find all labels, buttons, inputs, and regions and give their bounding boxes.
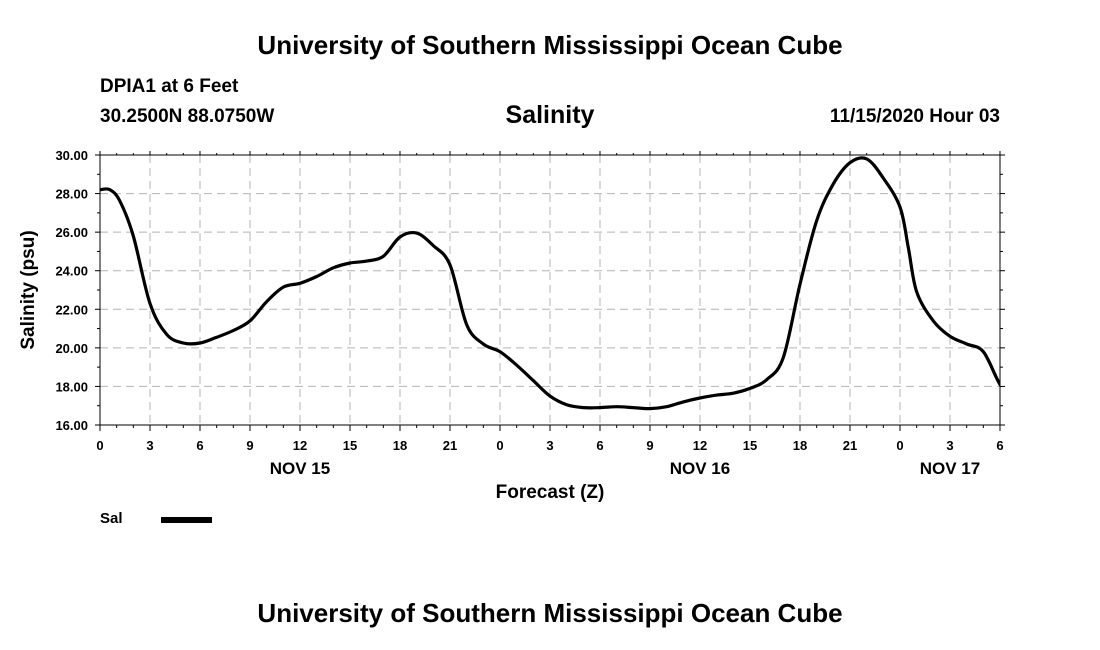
- x-tick-label: 0: [96, 438, 103, 453]
- x-tick-label: 0: [496, 438, 503, 453]
- x-tick-label: 0: [896, 438, 903, 453]
- y-tick-label: 22.00: [55, 302, 88, 317]
- series-layer: [100, 156, 1000, 411]
- x-date-label: NOV 16: [670, 459, 730, 478]
- series-line-sal: [100, 156, 1000, 411]
- x-tick-label: 3: [946, 438, 953, 453]
- x-tick-label: 21: [843, 438, 857, 453]
- chart-header-title: University of Southern Mississippi Ocean…: [257, 30, 843, 60]
- forecast-datetime: 11/15/2020 Hour 03: [829, 106, 1000, 127]
- x-date-label: NOV 15: [270, 459, 330, 478]
- x-tick-label: 9: [246, 438, 253, 453]
- x-tick-label: 3: [546, 438, 553, 453]
- x-tick-label: 18: [393, 438, 407, 453]
- y-axis-label: Salinity (psu): [18, 230, 39, 349]
- y-tick-label: 16.00: [55, 418, 88, 433]
- x-tick-label: 6: [996, 438, 1003, 453]
- x-tick-label: 21: [443, 438, 457, 453]
- grid-layer: [100, 155, 1000, 425]
- y-tick-label: 20.00: [55, 341, 88, 356]
- y-tick-label: 18.00: [55, 379, 88, 394]
- x-tick-label: 15: [343, 438, 357, 453]
- legend-swatch: [161, 517, 212, 523]
- y-tick-label: 26.00: [55, 225, 88, 240]
- x-tick-label: 12: [693, 438, 707, 453]
- axis-layer: [95, 151, 1005, 431]
- x-tick-label: 9: [646, 438, 653, 453]
- tick-label-layer: 16.00 18.00 20.00 22.00 24.00 26.00 28.00 30.00…: [55, 148, 1003, 478]
- legend-label: Sal: [100, 510, 123, 527]
- x-tick-label: 18: [793, 438, 807, 453]
- x-tick-label: 12: [293, 438, 307, 453]
- y-tick-label: 24.00: [55, 264, 88, 279]
- variable-title: Salinity: [505, 101, 595, 129]
- x-tick-label: 6: [196, 438, 203, 453]
- y-tick-label: 28.00: [55, 187, 88, 202]
- station-coordinates: 30.2500N 88.0750W: [100, 106, 275, 127]
- x-date-label: NOV 17: [920, 459, 980, 478]
- x-tick-label: 15: [743, 438, 757, 453]
- x-tick-label: 3: [146, 438, 153, 453]
- x-axis-label: Forecast (Z): [495, 482, 605, 503]
- plot-frame: [99, 154, 1001, 426]
- chart-footer-title: University of Southern Mississippi Ocean…: [257, 598, 843, 628]
- station-name: DPIA1 at 6 Feet: [100, 76, 239, 97]
- y-tick-label: 30.00: [55, 148, 88, 163]
- x-tick-label: 6: [596, 438, 603, 453]
